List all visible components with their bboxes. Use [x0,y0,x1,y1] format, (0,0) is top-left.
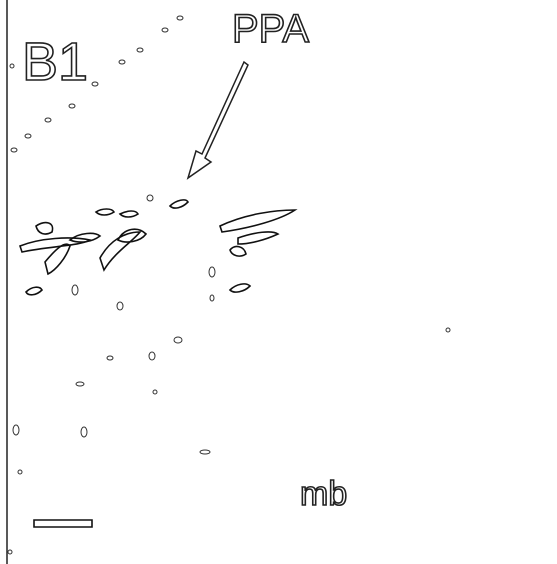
annotation-label: mb [300,475,347,513]
panel-label: B1 [22,32,88,92]
annotation-label: PPA [232,7,309,51]
page: B1 PPA mb (() => { const d [0,0,557,564]
micrograph: B1 PPA mb [0,0,557,564]
